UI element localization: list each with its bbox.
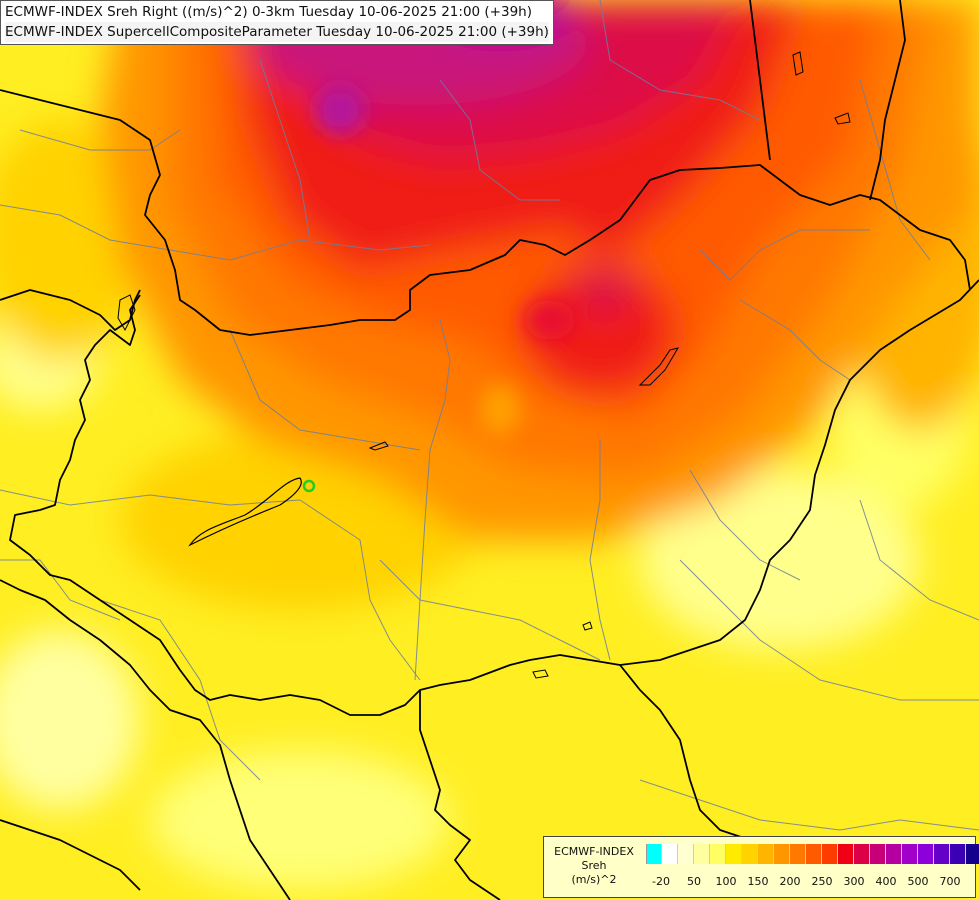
legend-swatch — [886, 844, 902, 864]
lake-balaton — [188, 477, 302, 547]
legend-swatch — [950, 844, 966, 864]
lake-small-3 — [834, 112, 851, 125]
pale-region-southwest — [0, 630, 140, 810]
gold-region-west — [0, 120, 140, 360]
legend-swatch — [870, 844, 886, 864]
red-spot-a — [525, 300, 575, 340]
purple-spot — [315, 85, 365, 135]
legend-swatch — [710, 844, 726, 864]
legend-swatch — [726, 844, 742, 864]
legend-ticks: -20 50 100 150 200 250 300 400 500 700 — [646, 875, 976, 889]
legend-tick-label: 400 — [875, 875, 897, 888]
legend-tick-label: 700 — [939, 875, 961, 888]
legend-title: ECMWF-INDEX Sreh (m/s)^2 — [546, 845, 642, 887]
legend-swatch — [902, 844, 918, 864]
legend-swatch — [758, 844, 774, 864]
reservoir-tisza — [638, 347, 680, 386]
orange-spot-b — [480, 385, 520, 435]
legend-tick-label: 500 — [907, 875, 929, 888]
legend-tick-label: 200 — [779, 875, 801, 888]
legend-tick-label: 50 — [687, 875, 701, 888]
legend-swatch — [694, 844, 710, 864]
crimson-spot-south — [575, 265, 635, 315]
lake-small-2 — [117, 294, 136, 332]
lake-small-6 — [582, 621, 593, 631]
region-lines — [0, 0, 979, 831]
legend-tick-label: 250 — [811, 875, 833, 888]
legend-swatch — [918, 844, 934, 864]
lake-small-1 — [368, 441, 389, 451]
legend-title-param: Sreh — [581, 859, 607, 872]
legend-tick-label: 100 — [715, 875, 737, 888]
legend-swatch — [822, 844, 838, 864]
legend-swatch — [806, 844, 822, 864]
legend-swatch — [678, 844, 694, 864]
pale-region-south — [150, 750, 450, 890]
map-title-box: ECMWF-INDEX Sreh Right ((m/s)^2) 0-3km T… — [0, 0, 554, 45]
legend-swatch — [662, 844, 678, 864]
legend-swatch — [742, 844, 758, 864]
legend-swatch — [774, 844, 790, 864]
legend-swatch — [854, 844, 870, 864]
legend-title-model: ECMWF-INDEX — [554, 845, 634, 858]
color-legend: ECMWF-INDEX Sreh (m/s)^2 -20 50 100 150 200 2… — [543, 836, 979, 898]
map-title-line-2: ECMWF-INDEX SupercellCompositeParameter … — [5, 22, 549, 42]
legend-tick-label: 150 — [747, 875, 769, 888]
legend-tick-label: 300 — [843, 875, 865, 888]
pale-region-southeast — [640, 470, 920, 650]
legend-swatch — [790, 844, 806, 864]
lake-small-5 — [532, 669, 549, 679]
legend-tick-label: -20 — [652, 875, 670, 888]
legend-swatch — [838, 844, 854, 864]
legend-swatch — [934, 844, 950, 864]
legend-swatch — [966, 844, 979, 864]
legend-swatch — [646, 844, 662, 864]
supercell-marker — [302, 479, 316, 493]
legend-swatches — [646, 844, 979, 864]
lake-small-4 — [792, 51, 804, 76]
map-title-line-1: ECMWF-INDEX Sreh Right ((m/s)^2) 0-3km T… — [5, 4, 532, 20]
red-core-south — [525, 265, 675, 395]
legend-title-units: (m/s)^2 — [571, 873, 617, 886]
